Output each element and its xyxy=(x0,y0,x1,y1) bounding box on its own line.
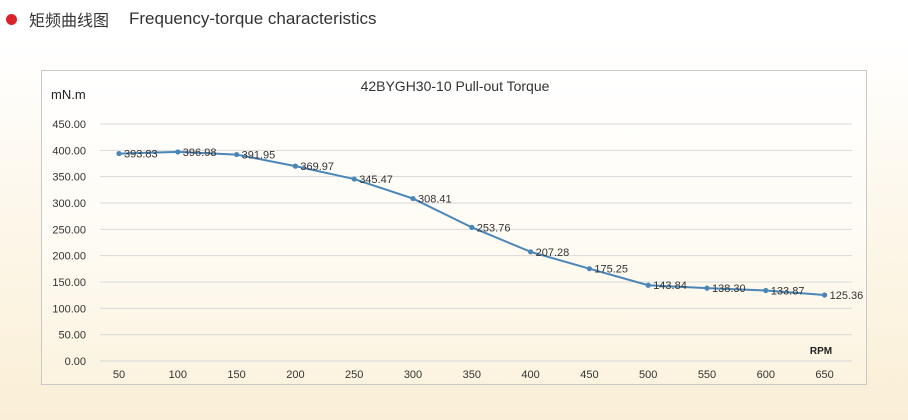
data-point xyxy=(704,285,710,291)
y-tick-label: 150.00 xyxy=(52,277,86,289)
section-title-en: Frequency-torque characteristics xyxy=(129,9,377,28)
x-tick-label: 350 xyxy=(463,369,481,381)
data-point xyxy=(528,249,534,255)
x-tick-label: 100 xyxy=(169,369,187,381)
data-point xyxy=(410,195,416,202)
y-tick-label: 100.00 xyxy=(52,303,86,315)
x-axis-unit: RPM xyxy=(810,346,832,357)
data-point xyxy=(234,151,240,158)
x-tick-label: 200 xyxy=(286,369,304,381)
series-torque xyxy=(116,149,828,298)
series-line xyxy=(118,150,825,296)
data-point xyxy=(292,163,298,169)
data-labels: 393.83 396.98 391.95 369.97 345.47 308.41 253.… xyxy=(124,147,863,302)
section-title-cn: 矩频曲线图 xyxy=(29,13,110,30)
y-tick-label: 200.00 xyxy=(52,251,86,263)
data-point xyxy=(175,149,181,155)
y-tick-label: 300.00 xyxy=(52,198,86,210)
data-label: 133.87 xyxy=(771,285,805,297)
x-tick-label: 500 xyxy=(639,369,657,381)
data-label: 207.28 xyxy=(536,247,570,259)
chart-frame: 42BYGH30-10 Pull-out Torque mN.m RPM 0.0… xyxy=(41,70,867,385)
x-tick-label: 650 xyxy=(815,369,833,381)
x-tick-label: 550 xyxy=(698,369,716,381)
data-point xyxy=(645,282,651,288)
data-label: 308.41 xyxy=(418,194,452,206)
x-tick-label: 300 xyxy=(404,369,422,381)
x-tick-label: 250 xyxy=(345,369,363,381)
data-point xyxy=(763,287,769,294)
x-tick-label: 50 xyxy=(113,369,125,381)
data-label: 345.47 xyxy=(359,174,393,186)
y-tick-label: 0.00 xyxy=(65,356,86,368)
data-label: 125.36 xyxy=(830,290,864,302)
y-tick-labels: 0.00 50.00 100.00 150.00 200.00 250.00 300.00 3… xyxy=(52,119,86,368)
data-point xyxy=(351,176,357,182)
grid-lines xyxy=(100,123,852,362)
data-label: 393.83 xyxy=(124,149,158,161)
y-tick-label: 450.00 xyxy=(52,119,86,131)
section-header: 矩频曲线图 Frequency-torque characteristics xyxy=(0,6,377,32)
y-tick-label: 400.00 xyxy=(52,145,86,157)
x-tick-label: 600 xyxy=(757,369,775,381)
red-bullet-icon xyxy=(6,13,17,25)
y-tick-label: 350.00 xyxy=(52,172,86,184)
y-axis-unit: mN.m xyxy=(51,87,86,102)
data-point xyxy=(469,224,475,230)
data-label: 391.95 xyxy=(242,150,276,162)
y-tick-label: 250.00 xyxy=(52,224,86,236)
data-point xyxy=(586,266,593,272)
torque-chart: 42BYGH30-10 Pull-out Torque mN.m RPM 0.0… xyxy=(51,78,863,381)
data-label: 396.98 xyxy=(183,147,217,159)
x-tick-labels: 50 100 150 200 250 300 350 400 450 500 550 600 650 xyxy=(113,369,834,381)
data-label: 138.30 xyxy=(712,283,746,295)
x-tick-label: 150 xyxy=(227,369,245,381)
y-tick-label: 50.00 xyxy=(58,330,86,342)
data-point xyxy=(822,292,828,298)
data-label: 369.97 xyxy=(300,161,334,173)
x-tick-label: 400 xyxy=(521,369,539,381)
data-label: 143.84 xyxy=(653,280,687,292)
data-point xyxy=(116,150,122,157)
data-label: 253.76 xyxy=(477,222,511,234)
chart-title: 42BYGH30-10 Pull-out Torque xyxy=(361,78,550,94)
x-tick-label: 450 xyxy=(580,369,598,381)
data-label: 175.25 xyxy=(594,264,628,276)
